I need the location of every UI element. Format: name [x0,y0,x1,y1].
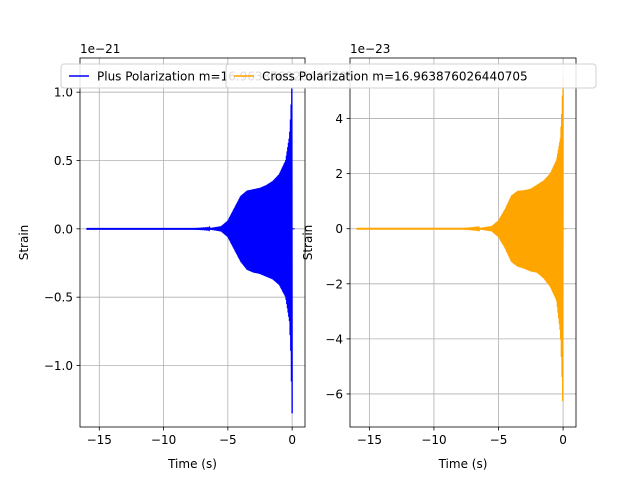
y-tick-label: 0 [335,222,343,236]
y-tick-label: −4 [325,332,343,346]
x-axis-label: Time (s) [167,457,217,471]
x-tick-label: −10 [421,433,446,447]
y-tick-label: 1.0 [54,86,73,100]
series-line [86,85,293,414]
x-tick-label: −10 [151,433,176,447]
axes-frame [349,57,577,428]
x-tick-label: 0 [288,433,296,447]
y-offset-text: 1e−23 [350,42,390,56]
y-axis-label: Strain [17,225,31,261]
x-axis-label: Time (s) [438,457,488,471]
legend-2: Cross Polarization m=16.963876026440705 [225,63,597,89]
x-tick-label: −5 [219,433,237,447]
legend-box [225,63,597,89]
y-tick-label: 2 [335,167,343,181]
axes-frame [79,57,306,428]
y-axis-label: Strain [301,225,315,261]
y-tick-label: −6 [325,387,343,401]
legend-label: Cross Polarization m=16.963876026440705 [262,70,528,84]
x-tick-label: −15 [357,433,382,447]
x-tick-label: −15 [87,433,112,447]
subplot-1: −15 −10 −5 0 −1.0 −0.5 0.0 0.5 1.0 1e−21 Time (s) S… [17,42,306,471]
y-tick-label: 0.5 [54,154,73,168]
y-tick-label: −1.0 [44,359,73,373]
x-tick-label: 0 [559,433,567,447]
y-tick-label: 0.0 [54,222,73,236]
y-tick-label: −0.5 [44,291,73,305]
series-line [356,77,564,402]
y-tick-label: −2 [325,277,343,291]
y-offset-text: 1e−21 [80,42,120,56]
x-tick-label: −5 [490,433,508,447]
subplot-2: −15 −10 −5 0 −6 −4 −2 0 2 4 1e−23 Time (s) Strain [301,42,577,471]
y-tick-label: 4 [335,112,343,126]
